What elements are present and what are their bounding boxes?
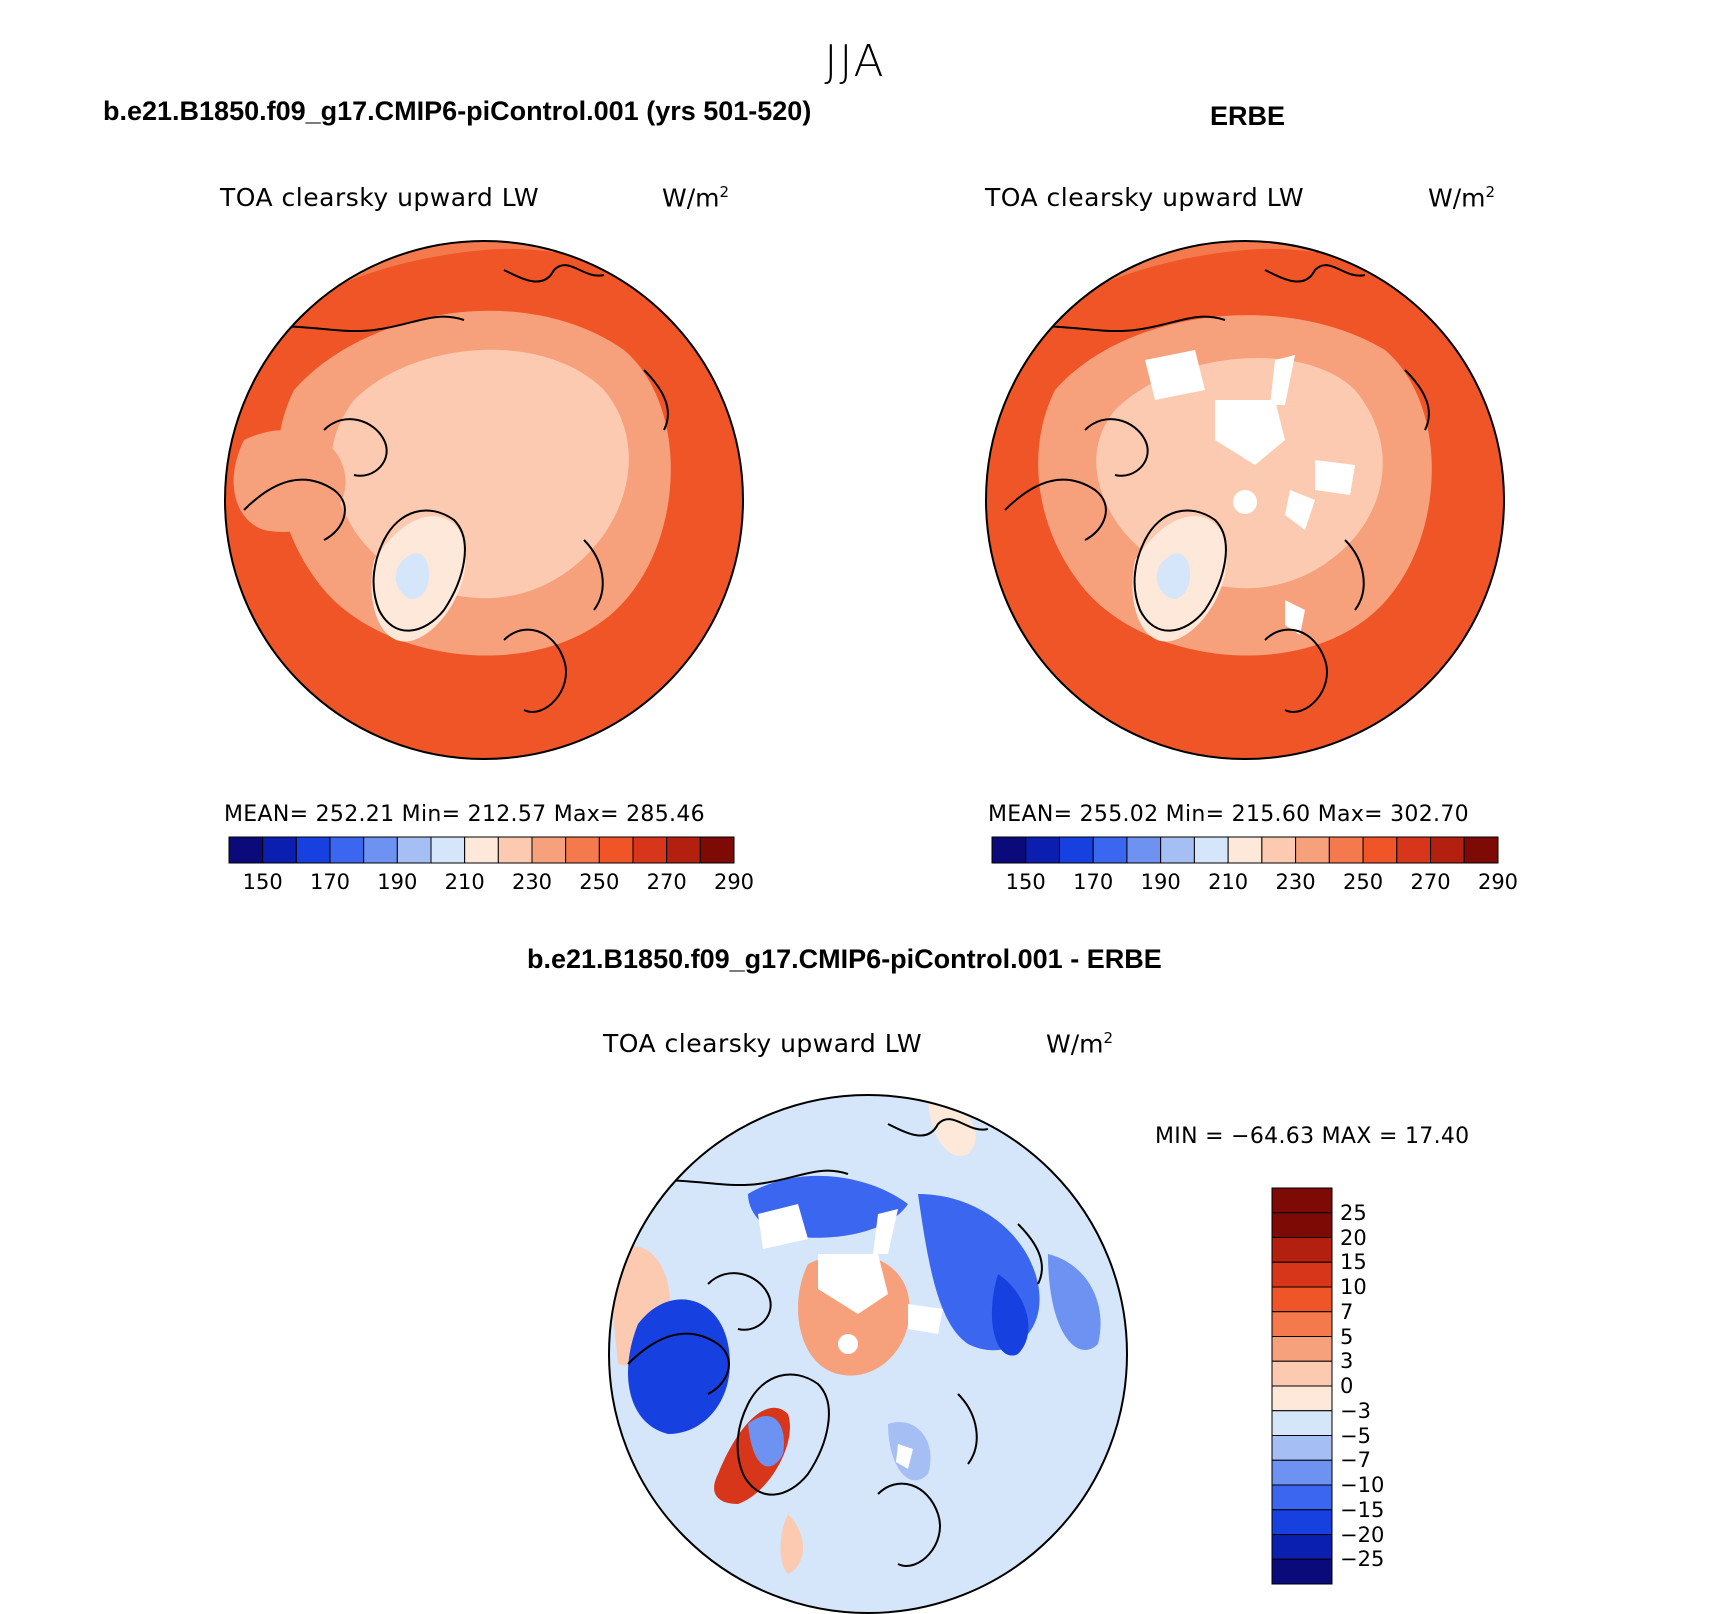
panel-1-colorbar-labels: 150 170 190 210 230 250 270 290 <box>229 870 754 900</box>
colorbar-swatch <box>363 836 398 864</box>
colorbar-swatch <box>464 836 499 864</box>
panel-2-colorbar-labels: 150 170 190 210 230 250 270 290 <box>992 870 1518 900</box>
panel-3-stats: MIN = −64.63 MAX = 17.40 <box>1155 1124 1470 1149</box>
colorbar-tick-label: 230 <box>1275 870 1316 894</box>
colorbar-swatch <box>1271 1509 1333 1535</box>
colorbar-swatch <box>430 836 466 864</box>
colorbar-swatch <box>1271 1336 1333 1362</box>
colorbar-tick-label: 5 <box>1340 1324 1354 1349</box>
colorbar-swatch <box>531 836 567 864</box>
colorbar-swatch <box>1271 1459 1333 1486</box>
colorbar-swatch <box>1227 836 1263 864</box>
colorbar-swatch <box>632 836 668 864</box>
colorbar-tick-label: −5 <box>1340 1423 1371 1448</box>
colorbar-swatch <box>1271 1534 1333 1560</box>
colorbar-tick-label: −3 <box>1340 1398 1371 1423</box>
colorbar-tick-label: 15 <box>1340 1250 1367 1275</box>
panel-2-polar-map <box>985 240 1505 760</box>
panel-3-colorbar <box>1271 1187 1333 1585</box>
colorbar-swatch <box>1362 836 1398 864</box>
colorbar-swatch <box>396 836 432 864</box>
colorbar-swatch <box>1295 836 1330 864</box>
colorbar-swatch <box>991 836 1027 864</box>
colorbar-swatch <box>329 836 365 864</box>
colorbar-swatch <box>699 836 735 864</box>
colorbar-swatch <box>1271 1187 1333 1214</box>
colorbar-swatch <box>1271 1484 1333 1511</box>
colorbar-tick-label: −15 <box>1340 1497 1385 1522</box>
panel-3-polar-map <box>608 1094 1128 1614</box>
colorbar-swatch <box>1328 836 1364 864</box>
colorbar-tick-label: 150 <box>242 870 283 894</box>
colorbar-tick-label: 190 <box>377 870 418 894</box>
colorbar-tick-label: 10 <box>1340 1275 1367 1299</box>
colorbar-tick-label: 0 <box>1340 1374 1354 1398</box>
colorbar-swatch <box>1025 836 1060 864</box>
colorbar-swatch <box>1261 836 1297 864</box>
colorbar-tick-label: 25 <box>1340 1200 1367 1225</box>
colorbar-swatch <box>1271 1286 1333 1313</box>
panel-1-polar-map <box>224 240 744 760</box>
panel-2-units: W/m2 <box>1428 183 1496 213</box>
colorbar-swatch <box>1271 1558 1333 1585</box>
colorbar-tick-label: 190 <box>1140 870 1181 894</box>
colorbar-tick-label: 3 <box>1340 1349 1354 1374</box>
colorbar-swatch <box>1271 1212 1333 1238</box>
panel-1-stats: MEAN= 252.21 Min= 212.57 Max= 285.46 <box>224 802 705 827</box>
colorbar-tick-label: 170 <box>309 870 351 894</box>
colorbar-tick-label: 7 <box>1340 1299 1354 1324</box>
colorbar-swatch <box>1271 1237 1333 1263</box>
colorbar-tick-label: −25 <box>1340 1547 1385 1572</box>
colorbar-tick-label: 270 <box>1410 870 1451 894</box>
colorbar-tick-label: 290 <box>713 870 755 894</box>
colorbar-swatch <box>1193 836 1229 864</box>
panel-1-variable: TOA clearsky upward LW <box>220 183 540 212</box>
panel-3-units: W/m2 <box>1046 1029 1114 1059</box>
panel-1-colorbar <box>228 836 735 864</box>
colorbar-swatch <box>598 836 634 864</box>
colorbar-tick-label: 230 <box>511 870 553 894</box>
panel-1-units: W/m2 <box>662 183 730 213</box>
colorbar-swatch <box>1271 1435 1333 1461</box>
panel-2-stats: MEAN= 255.02 Min= 215.60 Max= 302.70 <box>988 802 1469 827</box>
panel-2-title: ERBE <box>1210 101 1286 131</box>
colorbar-tick-label: 270 <box>646 870 687 894</box>
colorbar-swatch <box>262 836 297 864</box>
colorbar-tick-label: 250 <box>579 870 620 894</box>
colorbar-swatch <box>1160 836 1195 864</box>
colorbar-swatch <box>666 836 701 864</box>
colorbar-swatch <box>1463 836 1499 864</box>
colorbar-swatch <box>1271 1311 1333 1337</box>
colorbar-swatch <box>497 836 533 864</box>
colorbar-swatch <box>1058 836 1094 864</box>
colorbar-swatch <box>1396 836 1432 864</box>
colorbar-swatch <box>1271 1261 1333 1288</box>
colorbar-tick-label: 210 <box>444 870 485 894</box>
colorbar-tick-label: 210 <box>1208 870 1249 894</box>
colorbar-swatch <box>1271 1385 1333 1412</box>
panel-2-colorbar <box>991 836 1499 864</box>
colorbar-tick-label: 20 <box>1340 1225 1367 1250</box>
panel-2-variable: TOA clearsky upward LW <box>985 183 1305 212</box>
colorbar-swatch <box>228 836 264 864</box>
season-title: JJA <box>824 36 886 87</box>
colorbar-swatch <box>1430 836 1465 864</box>
colorbar-swatch <box>565 836 600 864</box>
panel-3-colorbar-labels: 25 20 15 10 7 5 3 0 −3 −5 −7 −10 −15 −20 −25 <box>1340 1188 1400 1584</box>
panel-3-title: b.e21.B1850.f09_g17.CMIP6-piControl.001 … <box>527 944 1162 974</box>
colorbar-tick-label: −20 <box>1340 1522 1385 1547</box>
colorbar-swatch <box>295 836 331 864</box>
panel-1-title: b.e21.B1850.f09_g17.CMIP6-piControl.001 … <box>103 96 812 126</box>
colorbar-swatch <box>1271 1360 1333 1387</box>
colorbar-tick-label: −7 <box>1340 1448 1371 1473</box>
colorbar-swatch <box>1092 836 1128 864</box>
panel-3-variable: TOA clearsky upward LW <box>603 1029 923 1058</box>
colorbar-tick-label: 150 <box>1005 870 1046 894</box>
colorbar-tick-label: 250 <box>1343 870 1384 894</box>
colorbar-tick-label: 170 <box>1073 870 1114 894</box>
colorbar-swatch <box>1126 836 1162 864</box>
colorbar-swatch <box>1271 1410 1333 1436</box>
colorbar-tick-label: −10 <box>1340 1473 1385 1497</box>
colorbar-tick-label: 290 <box>1477 870 1519 894</box>
